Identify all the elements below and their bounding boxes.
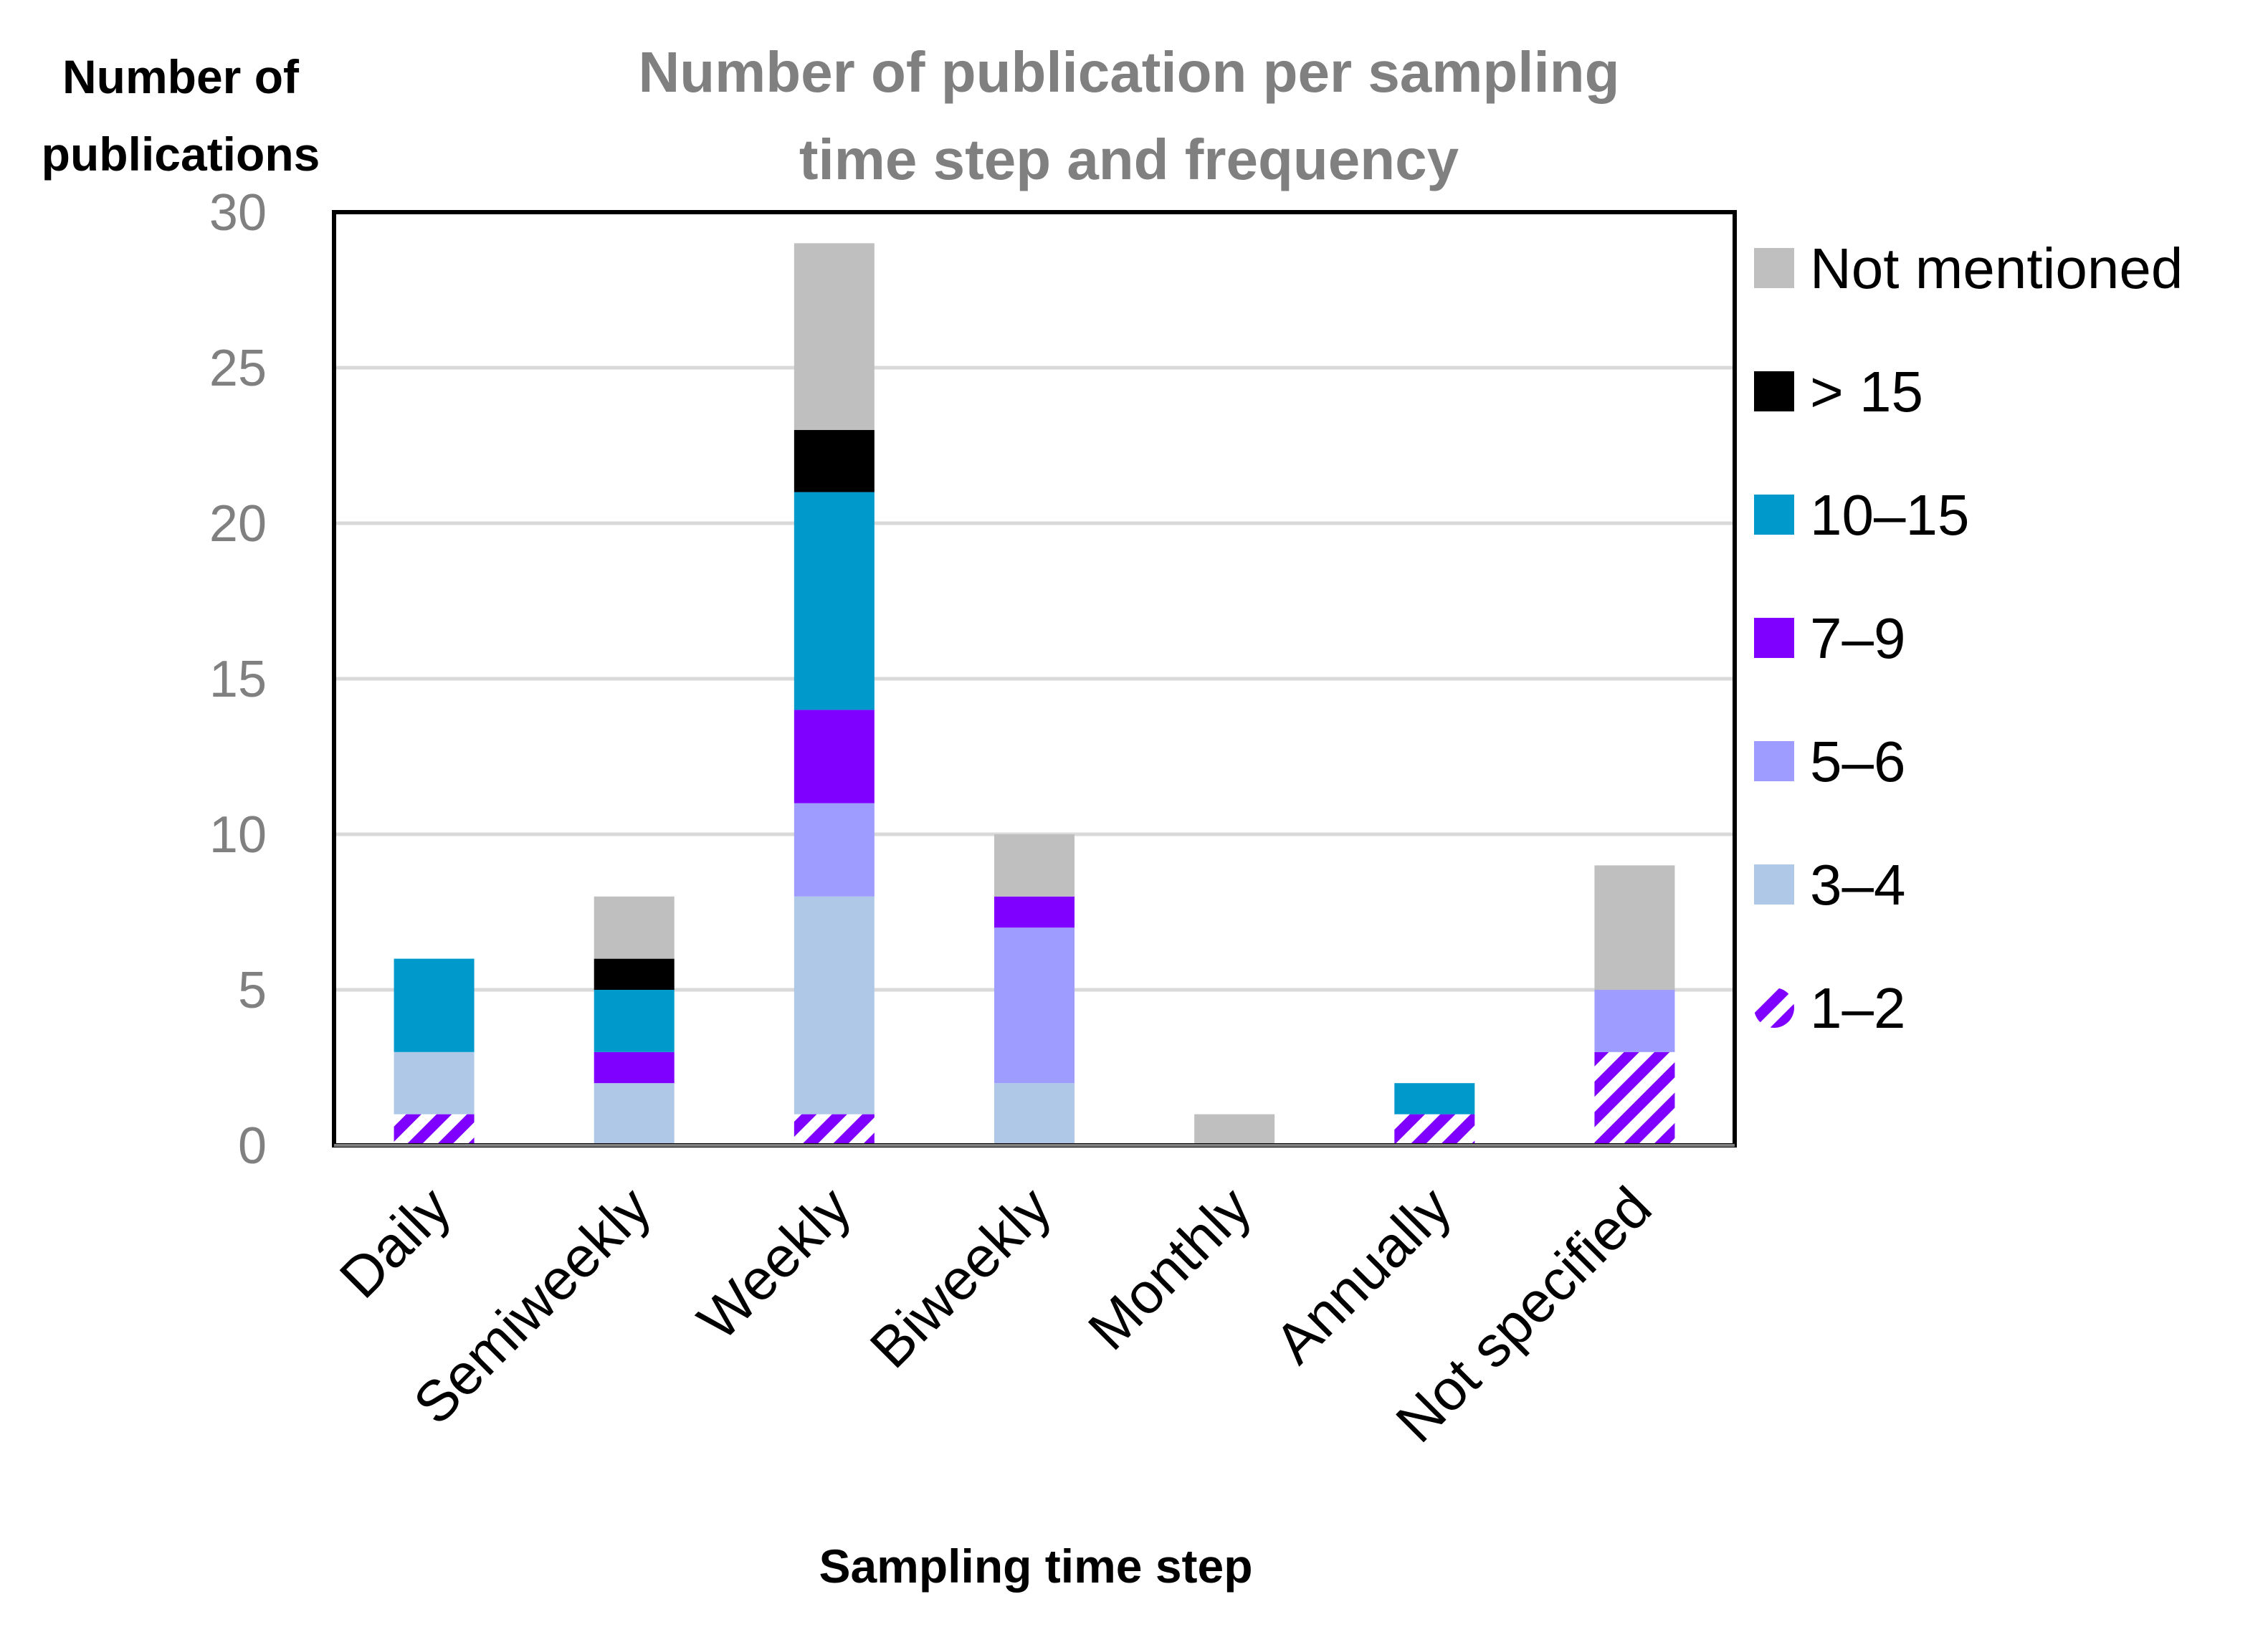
y-axis-title-line-1: Number of (62, 50, 300, 103)
y-tick-label: 30 (209, 184, 267, 242)
bars (394, 243, 1675, 1145)
bar-segment (594, 990, 675, 1052)
bar-segment (794, 803, 875, 897)
bar-segment (594, 1051, 675, 1084)
x-axis-title: Sampling time step (819, 1540, 1252, 1593)
y-axis-ticks: 0 5 10 15 20 25 30 (209, 184, 267, 1175)
bar-segment (794, 492, 875, 710)
x-tick-label: Annually (1262, 1175, 1463, 1375)
bar-segment (1394, 1083, 1475, 1115)
legend-swatch (1754, 248, 1794, 288)
x-tick-label: Weekly (686, 1175, 863, 1352)
bar-segment (1594, 865, 1675, 990)
x-tick-label: Biweekly (858, 1175, 1063, 1380)
chart-title-line-1: Number of publication per sampling (639, 40, 1620, 104)
bar-segment (794, 1114, 875, 1145)
bar-segment (794, 243, 875, 430)
bar-segment (394, 958, 475, 1052)
y-tick-label: 0 (238, 1117, 267, 1175)
y-tick-label: 5 (238, 962, 267, 1019)
bar-segment (994, 1083, 1075, 1145)
legend-label: 10–15 (1810, 483, 1969, 547)
legend-swatch (1754, 618, 1794, 658)
legend-swatch (1754, 864, 1794, 905)
bar-segment (394, 1114, 475, 1145)
chart-title-line-2: time step and frequency (799, 128, 1459, 191)
y-tick-label: 20 (209, 495, 267, 553)
legend: Not mentioned > 15 10–15 7–9 5–6 3–4 1–2 (1754, 237, 2183, 1040)
y-axis-title-line-2: publications (42, 128, 320, 181)
legend-label: Not mentioned (1810, 237, 2183, 300)
bar-segment (794, 896, 875, 1115)
y-tick-label: 15 (209, 651, 267, 708)
bar-segment (794, 710, 875, 803)
y-tick-label: 25 (209, 340, 267, 397)
bar-segment (794, 429, 875, 492)
bar-segment (1594, 990, 1675, 1052)
y-tick-label: 10 (209, 806, 267, 864)
x-tick-label: Monthly (1076, 1175, 1263, 1362)
legend-label: 1–2 (1810, 976, 1905, 1040)
bar-segment (594, 1083, 675, 1145)
bar-segment (1194, 1114, 1275, 1145)
legend-swatch (1754, 741, 1794, 781)
bar-segment (994, 927, 1075, 1084)
x-tick-label: Daily (328, 1175, 463, 1310)
bar-segment (594, 896, 675, 959)
bar-segment (994, 896, 1075, 928)
bar-segment (394, 1051, 475, 1115)
legend-swatch (1754, 495, 1794, 535)
bar-segment (1594, 1051, 1675, 1145)
gridlines (334, 366, 1735, 992)
legend-label: 5–6 (1810, 730, 1905, 793)
bar-segment (994, 834, 1075, 897)
legend-label: 3–4 (1810, 853, 1905, 917)
legend-label: 7–9 (1810, 606, 1905, 670)
legend-swatch (1754, 371, 1794, 411)
legend-label: > 15 (1810, 360, 1923, 424)
bar-segment (1394, 1114, 1475, 1145)
legend-swatch (1754, 988, 1794, 1028)
bar-segment (594, 958, 675, 990)
